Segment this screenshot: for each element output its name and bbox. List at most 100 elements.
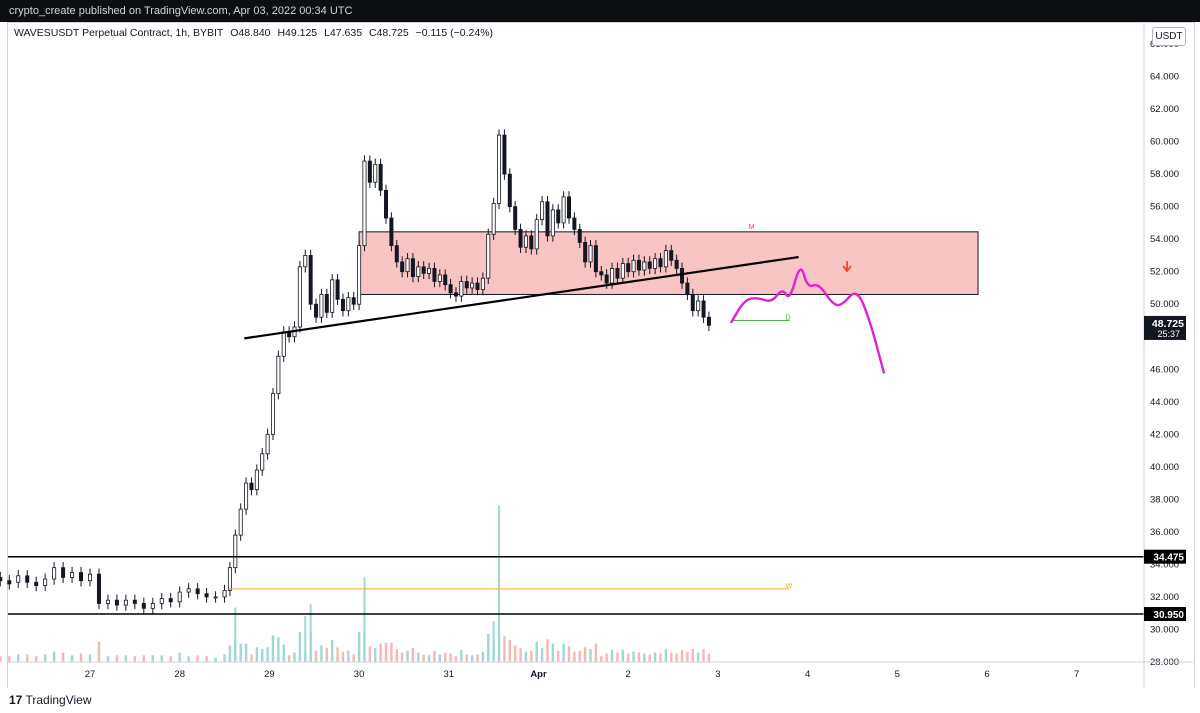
- time-tick-label: 2: [626, 669, 631, 680]
- candle-body: [394, 245, 399, 263]
- candle-body: [222, 590, 227, 598]
- legend-open: O48.840: [230, 27, 271, 39]
- tradingview-logo[interactable]: 17 TradingView: [9, 688, 92, 713]
- volume-bar: [151, 655, 154, 662]
- price-tick-label: 50.000: [1150, 299, 1179, 310]
- candle-body: [159, 598, 164, 604]
- volume-bar: [616, 652, 619, 662]
- candle-body: [674, 259, 679, 269]
- candle-body: [470, 282, 475, 289]
- candle-body: [507, 173, 512, 208]
- currency-button[interactable]: USDT: [1152, 27, 1186, 46]
- candle-body: [550, 209, 555, 237]
- volume-bar: [492, 621, 495, 662]
- countdown-label: 25:37: [1157, 329, 1180, 339]
- volume-bar: [277, 637, 280, 662]
- volume-layer: [0, 505, 711, 662]
- volume-bar: [573, 651, 576, 662]
- volume-bar: [465, 654, 468, 662]
- time-tick-label: 3: [715, 669, 720, 680]
- candle-body: [123, 599, 128, 606]
- volume-bar: [632, 651, 635, 662]
- level-price-label: 30.950: [1153, 610, 1184, 621]
- volume-bar: [363, 577, 366, 662]
- candle-body: [480, 277, 485, 290]
- volume-bar: [702, 649, 705, 662]
- volume-bar: [266, 647, 269, 662]
- price-tick-label: 40.000: [1150, 462, 1179, 473]
- level-price-label: 34.475: [1153, 553, 1184, 564]
- chart-frame[interactable]: [7, 22, 1195, 689]
- volume-bar: [519, 648, 522, 662]
- tradingview-logo-icon: 17: [9, 693, 23, 707]
- candle-body: [599, 271, 604, 276]
- candle-body: [545, 201, 550, 237]
- candle-body: [459, 281, 464, 297]
- price-tick-label: 34.000: [1150, 559, 1179, 570]
- price-tick-label: 58.000: [1150, 169, 1179, 180]
- candle-body: [195, 588, 200, 595]
- volume-bar: [567, 646, 571, 662]
- candle-body: [685, 282, 690, 295]
- candle-body: [706, 316, 711, 326]
- price-tick-label: 62.000: [1150, 104, 1179, 115]
- candle-body: [330, 279, 335, 313]
- volume-bar: [400, 652, 404, 662]
- time-tick-label: 27: [85, 669, 96, 680]
- volume-bar: [508, 640, 511, 662]
- footer-bar: 17 TradingView: [0, 688, 1200, 713]
- volume-bar: [621, 649, 625, 662]
- volume-bar: [384, 642, 388, 662]
- volume-bar: [670, 652, 673, 662]
- candle-body: [653, 258, 658, 269]
- candle-body: [244, 482, 249, 510]
- candle-body: [696, 300, 701, 312]
- volume-bar: [124, 655, 128, 662]
- symbol-legend[interactable]: WAVESUSDT Perpetual Contract, 1h, BYBIT …: [14, 27, 497, 39]
- candle-body: [96, 573, 101, 604]
- volume-bar: [411, 648, 415, 662]
- volume-bar: [244, 643, 248, 662]
- candle-body: [150, 603, 155, 609]
- level-price-tag: [1144, 607, 1186, 622]
- volume-bar: [169, 656, 172, 662]
- candle-body: [448, 284, 453, 294]
- time-tick-label: 6: [984, 669, 989, 680]
- volume-bar: [637, 652, 641, 662]
- volume-bar: [551, 643, 555, 662]
- volume-bar: [605, 653, 608, 662]
- candle-body: [88, 573, 93, 582]
- candle-body: [281, 331, 286, 357]
- volume-bar: [680, 649, 684, 662]
- candle-body: [335, 279, 340, 300]
- zone-rectangle: [358, 231, 979, 295]
- candle-body: [658, 258, 663, 268]
- candle-body: [357, 245, 362, 305]
- candle-body: [701, 300, 706, 318]
- legend-symbol: WAVESUSDT Perpetual Contract, 1h, BYBIT: [14, 27, 224, 39]
- candle-body: [572, 217, 577, 230]
- candle-body: [297, 266, 302, 328]
- price-tick-label: 56.000: [1150, 202, 1179, 213]
- volume-bar: [487, 633, 490, 662]
- volume-bar: [304, 616, 307, 662]
- candle-body: [513, 206, 518, 230]
- candle-body: [70, 572, 75, 578]
- volume-bar: [427, 655, 431, 662]
- candle-body: [186, 588, 191, 593]
- time-tick-label: Apr: [530, 669, 547, 680]
- candle-body: [690, 294, 695, 312]
- volume-bar: [675, 653, 678, 662]
- candle-body: [588, 245, 593, 263]
- volume-bar: [600, 656, 603, 662]
- volume-bar: [686, 651, 689, 662]
- volume-bar: [470, 655, 474, 662]
- candle-body: [577, 228, 582, 243]
- volume-bar: [546, 639, 549, 662]
- volume-bar: [653, 652, 657, 662]
- candle-body: [405, 258, 410, 273]
- volume-bar: [115, 655, 119, 662]
- candles-layer: [0, 129, 711, 615]
- candle-body: [626, 263, 631, 273]
